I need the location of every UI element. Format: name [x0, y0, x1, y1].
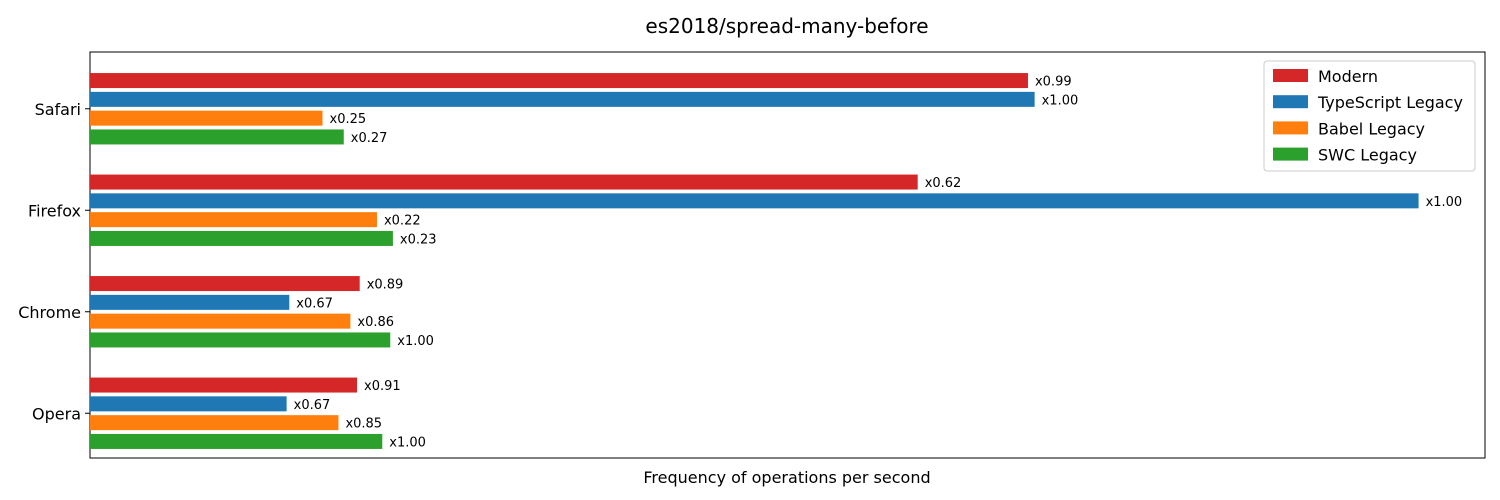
bar-value-label: x0.67 [294, 398, 331, 413]
legend-label: SWC Legacy [1318, 146, 1417, 165]
bar-chrome-typescript-legacy [90, 294, 290, 310]
bar-value-label: x1.00 [397, 334, 434, 349]
bar-safari-modern [90, 73, 1028, 89]
legend-swatch [1273, 69, 1308, 82]
bar-value-label: x1.00 [389, 435, 426, 450]
y-tick-label: Firefox [28, 201, 81, 220]
bar-value-label: x0.25 [330, 112, 367, 127]
bar-safari-babel-legacy [90, 110, 323, 126]
y-tick-label: Chrome [18, 303, 81, 322]
chart-title: es2018/spread-many-before [645, 14, 928, 38]
bar-opera-modern [90, 377, 358, 393]
legend-swatch [1273, 147, 1308, 161]
legend: Modern TypeScript Legacy Babel Legacy SWC L… [1263, 60, 1476, 172]
bar-value-label: x1.00 [1426, 195, 1463, 210]
bar-chrome-swc-legacy [90, 332, 391, 348]
bar-opera-babel-legacy [90, 415, 339, 431]
legend-swatch [1273, 95, 1308, 109]
y-tick-label: Opera [32, 404, 81, 423]
bar-value-label: x0.62 [925, 176, 962, 191]
bar-firefox-babel-legacy [90, 212, 377, 228]
bar-value-label: x0.27 [351, 131, 388, 146]
x-axis-label: Frequency of operations per second [643, 468, 930, 487]
legend-label: TypeScript Legacy [1317, 93, 1463, 112]
legend-swatch [1273, 121, 1308, 135]
bar-value-label: x0.67 [296, 296, 333, 311]
bar-value-label: x0.86 [357, 315, 394, 330]
bar-value-label: x0.91 [364, 379, 401, 394]
bar-value-label: x0.23 [400, 232, 437, 247]
bar-value-label: x1.00 [1042, 93, 1079, 108]
bar-safari-swc-legacy [90, 129, 344, 145]
bar-chrome-babel-legacy [90, 313, 351, 329]
bar-firefox-modern [90, 174, 918, 190]
legend-frame [1263, 60, 1476, 172]
bar-firefox-typescript-legacy [90, 193, 1419, 209]
plot-area-frame [89, 51, 1486, 459]
bar-chrome-modern [90, 276, 360, 292]
bars-layer: x0.99 x1.00 x0.25 x0.27 x0.62 x1.00 x0.22 x0.23… [90, 73, 1462, 450]
legend-label: Babel Legacy [1318, 119, 1425, 138]
y-axis: Safari Firefox Chrome Opera [18, 100, 90, 423]
bar-value-label: x0.99 [1035, 75, 1072, 90]
bar-safari-typescript-legacy [90, 91, 1035, 107]
bar-opera-typescript-legacy [90, 396, 287, 412]
bar-value-label: x0.22 [384, 214, 421, 229]
bar-value-label: x0.85 [345, 417, 382, 432]
bar-opera-swc-legacy [90, 433, 383, 449]
legend-label: Modern [1318, 67, 1378, 86]
y-tick-label: Safari [35, 100, 81, 119]
bar-firefox-swc-legacy [90, 230, 393, 246]
bar-value-label: x0.89 [367, 278, 404, 293]
